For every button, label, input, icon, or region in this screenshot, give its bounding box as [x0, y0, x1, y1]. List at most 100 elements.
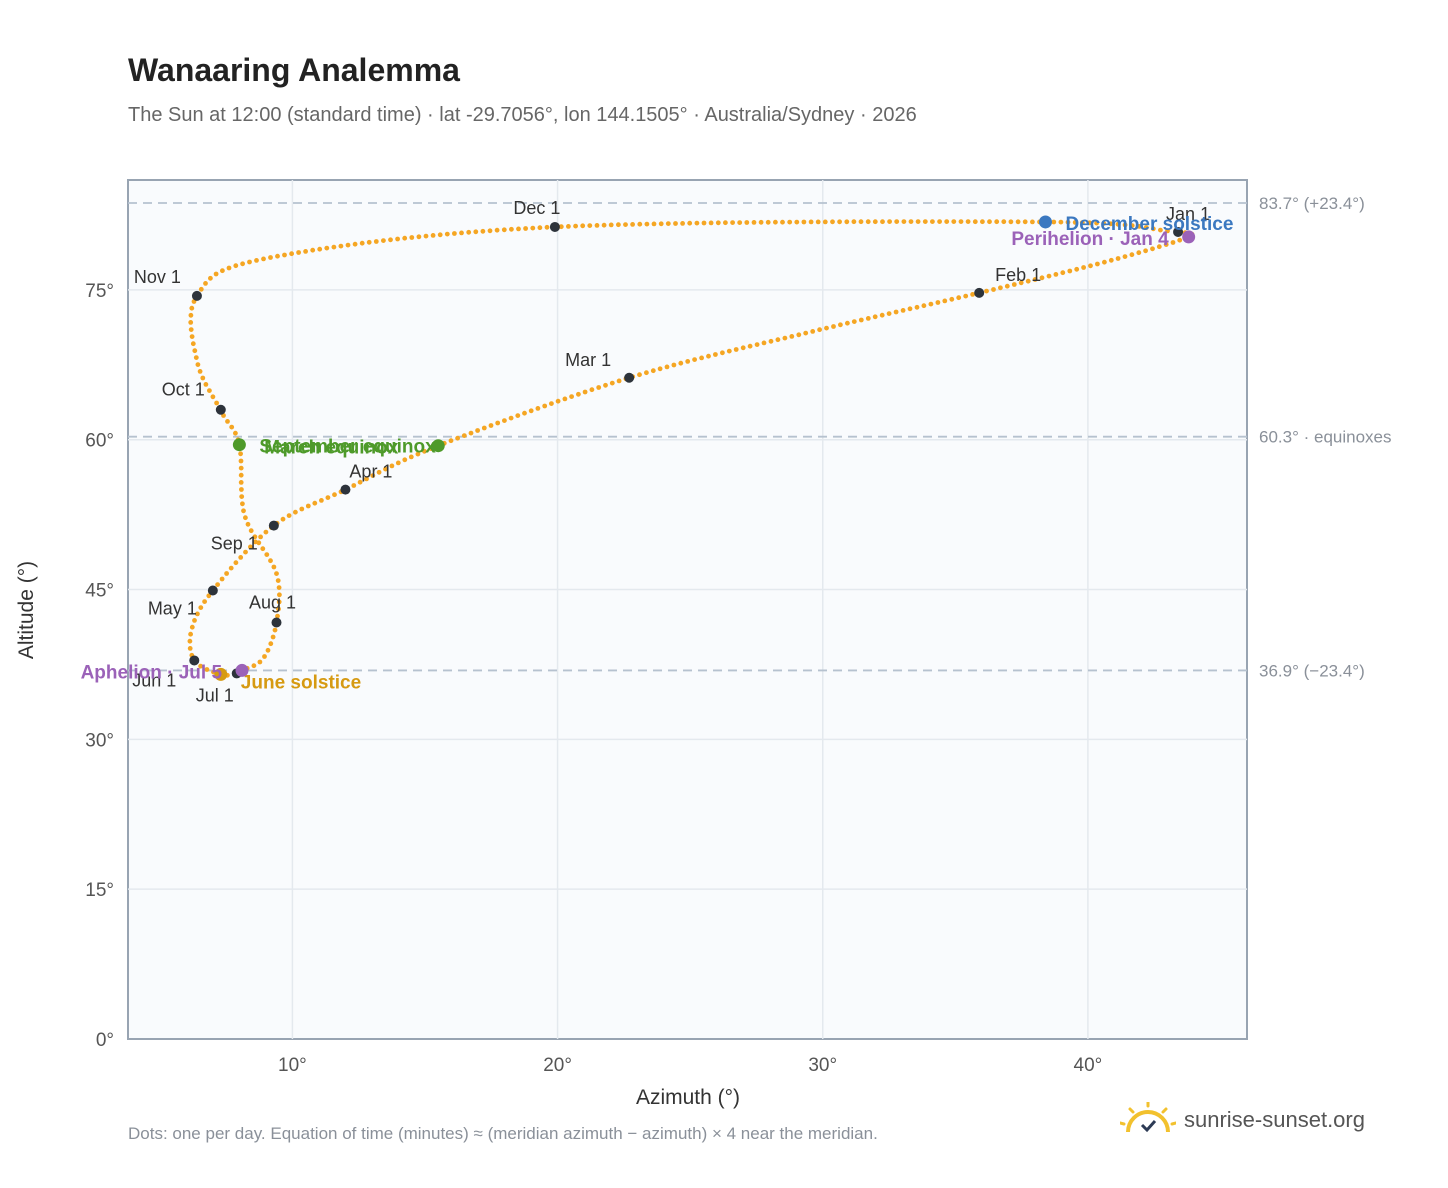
daily-dot	[238, 451, 244, 457]
daily-dot	[720, 350, 725, 356]
daily-dot	[303, 249, 308, 254]
daily-dot	[1046, 273, 1052, 279]
daily-dot	[535, 406, 541, 411]
daily-dot	[210, 394, 216, 400]
daily-dot	[972, 219, 978, 225]
daily-dot	[228, 565, 234, 571]
daily-dot	[865, 219, 871, 225]
month-marker	[271, 617, 282, 628]
y-tick-label: 60°	[85, 431, 114, 452]
daily-dot	[1170, 240, 1176, 245]
daily-dot	[914, 304, 920, 310]
daily-dot	[238, 465, 244, 471]
daily-dot	[830, 219, 835, 225]
daily-dot	[928, 301, 934, 307]
daily-dot	[243, 549, 248, 555]
daily-dot	[238, 458, 244, 464]
daily-dot	[1094, 220, 1099, 226]
daily-dot	[188, 327, 194, 332]
daily-dot	[900, 308, 906, 313]
daily-dot	[740, 345, 746, 351]
daily-dot	[376, 469, 382, 475]
daily-dot	[984, 288, 989, 294]
daily-dot	[671, 362, 677, 368]
month-label: Apr 1	[349, 462, 392, 482]
daily-dot	[1015, 219, 1021, 225]
daily-dot	[238, 472, 244, 478]
daily-dot	[187, 638, 193, 644]
x-tick-label: 20°	[543, 1055, 572, 1076]
daily-dot	[858, 219, 864, 225]
daily-dot	[261, 256, 266, 262]
daily-dot	[430, 233, 436, 238]
daily-dot	[956, 295, 962, 301]
daily-dot	[1072, 220, 1078, 225]
daily-dot	[991, 287, 996, 292]
daily-dot	[937, 219, 942, 225]
daily-dot	[381, 238, 386, 244]
daily-dot	[733, 347, 739, 352]
daily-dot	[845, 320, 850, 326]
daily-dot	[708, 220, 714, 226]
month-marker	[974, 287, 985, 298]
daily-dot	[782, 335, 788, 341]
daily-dot	[775, 337, 781, 343]
daily-dot	[730, 220, 735, 226]
daily-dot	[831, 324, 836, 329]
daily-dot	[994, 219, 1000, 225]
daily-dot	[1115, 256, 1121, 261]
daily-dot	[837, 219, 842, 225]
markers: Jan 1 Feb 1 Mar 1 Apr 1 May 1 Jun 1 Jul 1 Aug 1…	[81, 198, 1234, 705]
reference-lines: 83.7° (+23.4°) 60.3° · equinoxes 36.9° (−2…	[128, 194, 1392, 680]
daily-dot	[664, 364, 670, 370]
brand[interactable]: sunrise-sunset.org	[1120, 1102, 1365, 1138]
daily-dot	[810, 329, 816, 334]
daily-dot	[963, 293, 969, 299]
daily-dot	[415, 451, 421, 457]
daily-dot	[468, 430, 474, 436]
daily-dot	[630, 222, 635, 227]
daily-dot	[501, 227, 507, 233]
x-tick-label: 10°	[278, 1055, 307, 1076]
daily-dot	[252, 534, 258, 540]
daily-dot	[726, 348, 732, 354]
daily-dot	[844, 219, 850, 225]
daily-dot	[880, 219, 885, 225]
daily-dot	[879, 312, 885, 318]
daily-dot	[723, 220, 728, 226]
daily-dot	[203, 281, 208, 286]
daily-dot	[275, 578, 281, 583]
month-marker	[191, 290, 202, 301]
daily-dot	[338, 243, 344, 249]
daily-dot	[188, 312, 194, 318]
daily-dot	[949, 296, 955, 302]
daily-dot	[1143, 248, 1148, 254]
daily-dot	[1108, 221, 1114, 227]
daily-dot	[224, 571, 230, 576]
daily-dot	[872, 219, 878, 225]
daily-dot	[980, 219, 985, 225]
daily-dot	[935, 300, 941, 305]
daily-dot	[580, 223, 586, 229]
daily-dot	[1079, 220, 1085, 226]
daily-dot	[475, 428, 480, 433]
x-tick-label: 40°	[1074, 1055, 1103, 1076]
daily-dot	[459, 230, 464, 236]
daily-dot	[240, 501, 245, 507]
daily-dot	[687, 220, 693, 226]
daily-dot	[388, 237, 393, 243]
daily-dot	[233, 430, 238, 436]
y-tick-label: 0°	[96, 1030, 114, 1051]
daily-dot	[915, 219, 921, 225]
daily-dot	[189, 624, 195, 630]
daily-dot	[1087, 220, 1092, 226]
month-marker	[268, 520, 279, 531]
daily-dot	[616, 378, 622, 384]
daily-dot	[332, 492, 337, 498]
daily-dot	[1088, 263, 1093, 269]
month-label: Jan 1	[1166, 204, 1210, 224]
daily-dot	[644, 221, 650, 227]
daily-dot	[299, 506, 305, 512]
daily-dot	[651, 221, 657, 227]
daily-dot	[402, 235, 408, 241]
